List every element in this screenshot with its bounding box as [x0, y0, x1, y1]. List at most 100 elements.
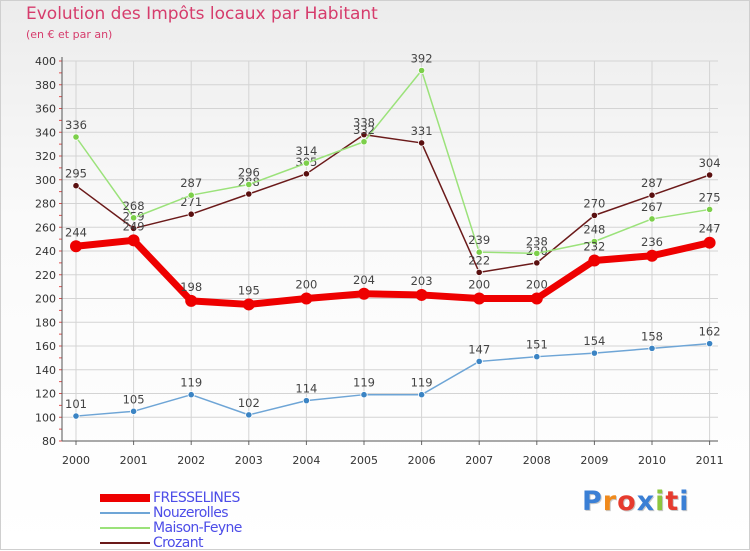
data-point-maison-feyne: [187, 191, 195, 199]
data-label-fresselines: 195: [238, 283, 260, 297]
logo-letter: i: [655, 486, 666, 517]
data-label-nouzerolles: 151: [526, 338, 548, 352]
data-point-maison-feyne: [475, 248, 483, 256]
data-label-nouzerolles: 102: [238, 396, 260, 410]
data-label-fresselines: 236: [641, 235, 663, 249]
x-tick-label: 2011: [696, 454, 724, 467]
data-point-crozant: [705, 171, 714, 179]
data-label-nouzerolles: 114: [295, 382, 317, 396]
y-tick-label: 400: [35, 55, 56, 68]
data-point-maison-feyne: [130, 214, 138, 222]
data-point-crozant: [187, 210, 195, 218]
data-point-crozant: [302, 170, 310, 178]
data-point-maison-feyne: [533, 249, 541, 257]
data-label-maison-feyne: 267: [641, 200, 663, 214]
data-label-crozant: 270: [583, 196, 605, 210]
data-label-fresselines: 249: [123, 219, 145, 233]
data-point-crozant: [245, 190, 253, 198]
data-label-fresselines: 247: [699, 222, 721, 236]
data-point-nouzerolles: [533, 353, 541, 361]
data-label-maison-feyne: 287: [180, 176, 202, 190]
x-tick-label: 2010: [638, 454, 666, 467]
data-label-nouzerolles: 101: [65, 397, 87, 411]
data-point-crozant: [72, 182, 80, 190]
legend-swatch-crozant: [100, 542, 150, 544]
data-point-maison-feyne: [417, 66, 426, 75]
data-point-fresselines: [300, 292, 313, 305]
logo-letter: t: [665, 486, 680, 517]
x-tick-label: 2007: [465, 454, 493, 467]
data-point-maison-feyne: [705, 205, 714, 214]
x-tick-label: 2000: [62, 454, 90, 467]
y-tick-label: 180: [35, 316, 56, 329]
data-point-maison-feyne: [360, 138, 368, 146]
chart-subtitle: (en € et par an): [26, 28, 113, 41]
data-label-maison-feyne: 268: [123, 199, 145, 213]
data-label-crozant: 287: [641, 176, 663, 190]
data-label-crozant: 222: [468, 253, 490, 267]
data-point-nouzerolles: [590, 349, 599, 357]
data-point-nouzerolles: [187, 391, 195, 399]
logo-letter: P: [582, 486, 603, 517]
logo-letter: o: [617, 486, 637, 517]
data-point-maison-feyne: [590, 237, 599, 246]
x-tick-label: 2006: [408, 454, 436, 467]
logo-letter: x: [636, 486, 656, 517]
data-point-crozant: [130, 224, 138, 233]
series-line-crozant: [75, 133, 711, 274]
data-label-maison-feyne: 332: [353, 123, 375, 137]
data-label-fresselines: 200: [295, 278, 317, 292]
data-point-fresselines: [588, 254, 601, 267]
data-label-crozant: 331: [411, 124, 433, 138]
data-point-fresselines: [530, 292, 543, 305]
data-point-maison-feyne: [302, 159, 310, 167]
data-label-fresselines: 200: [526, 278, 548, 292]
data-label-crozant: 295: [65, 167, 87, 181]
x-tick-label: 2003: [235, 454, 263, 467]
legend-label-crozant: Crozant: [153, 535, 203, 551]
data-point-crozant: [417, 139, 426, 147]
y-tick-label: 260: [35, 221, 56, 234]
data-point-crozant: [360, 131, 368, 139]
data-label-fresselines: 232: [583, 240, 605, 254]
data-label-maison-feyne: 296: [238, 166, 260, 180]
data-point-nouzerolles: [245, 411, 253, 419]
legend-label-maison-feyne: Maison-Feyne: [153, 520, 242, 536]
legend-swatch-maison-feyne: [100, 527, 150, 529]
data-point-nouzerolles: [475, 357, 483, 366]
data-label-nouzerolles: 119: [180, 376, 202, 390]
y-tick-label: 220: [35, 269, 56, 282]
data-point-maison-feyne: [245, 180, 253, 189]
y-tick-label: 280: [35, 198, 56, 211]
data-point-nouzerolles: [302, 397, 310, 405]
chart-title: Evolution des Impôts locaux par Habitant: [26, 4, 378, 24]
series-line-nouzerolles: [75, 342, 711, 417]
data-label-nouzerolles: 119: [353, 376, 375, 390]
data-label-maison-feyne: 336: [65, 118, 87, 132]
data-label-nouzerolles: 147: [468, 342, 490, 356]
data-point-fresselines: [70, 240, 82, 253]
y-tick-label: 240: [35, 245, 56, 258]
data-point-crozant: [533, 259, 541, 267]
x-tick-label: 2009: [580, 454, 608, 467]
data-point-fresselines: [473, 292, 486, 305]
x-tick-label: 2002: [177, 454, 205, 467]
data-point-fresselines: [358, 287, 370, 300]
data-label-maison-feyne: 275: [699, 190, 721, 204]
data-label-nouzerolles: 154: [583, 334, 605, 348]
data-point-fresselines: [703, 236, 716, 249]
data-point-crozant: [648, 191, 656, 199]
data-label-maison-feyne: 239: [468, 233, 490, 247]
logo-letter: i: [679, 486, 690, 517]
y-tick-label: 140: [35, 364, 56, 377]
proxiti-logo: Proxiti: [582, 486, 690, 517]
x-tick-label: 2008: [523, 454, 551, 467]
data-point-maison-feyne: [648, 215, 656, 223]
data-label-nouzerolles: 119: [411, 376, 433, 390]
data-label-fresselines: 244: [65, 225, 87, 239]
y-tick-label: 360: [35, 103, 56, 116]
logo-letter: r: [602, 486, 618, 517]
data-label-crozant: 338: [353, 116, 375, 130]
data-label-crozant: 304: [699, 156, 721, 170]
